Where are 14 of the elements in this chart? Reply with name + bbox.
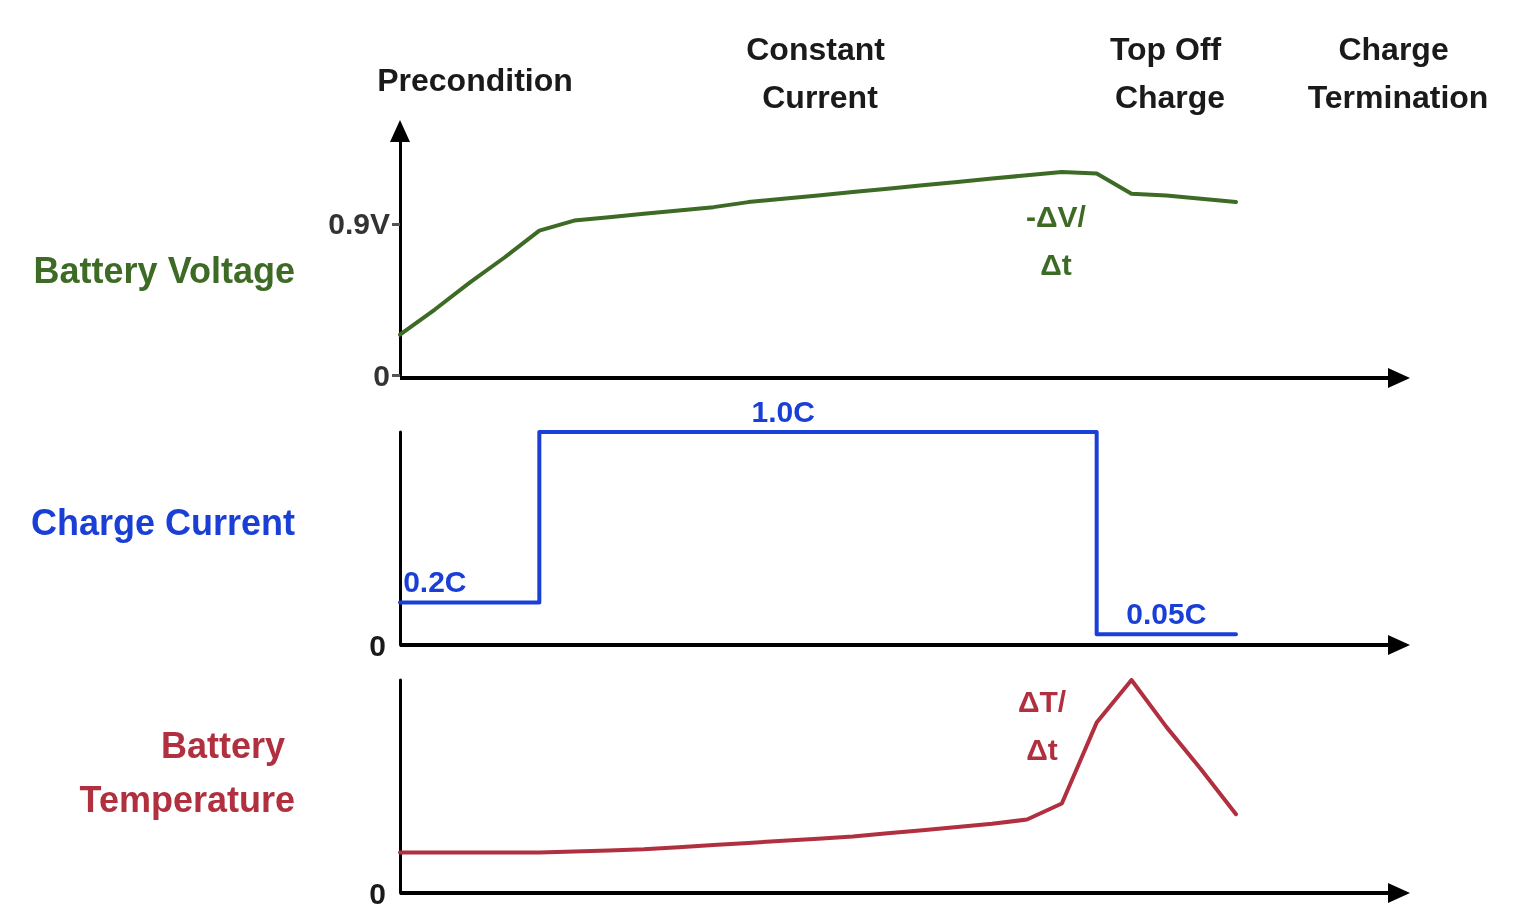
text: Charge Termination: [1307, 31, 1489, 115]
text: Top Off Charge: [1109, 31, 1231, 115]
data-label: 0.05C: [1126, 596, 1207, 630]
y-axis-title: Battery Temperature: [79, 724, 295, 820]
line-series: [398, 169, 1238, 337]
annotation: -ΔV/Δt: [1026, 199, 1087, 281]
text: Precondition: [377, 62, 573, 98]
data-label: 0.2C: [403, 564, 467, 598]
data-label: 1.0C: [751, 394, 815, 428]
y-tick-label: 0.9V: [328, 207, 390, 241]
y-axis-title: Charge Current: [30, 501, 296, 543]
text: Constant Current: [746, 31, 894, 115]
y-axis-title: Battery Voltage: [33, 249, 295, 291]
annotation: ΔT/Δt: [1017, 684, 1067, 766]
